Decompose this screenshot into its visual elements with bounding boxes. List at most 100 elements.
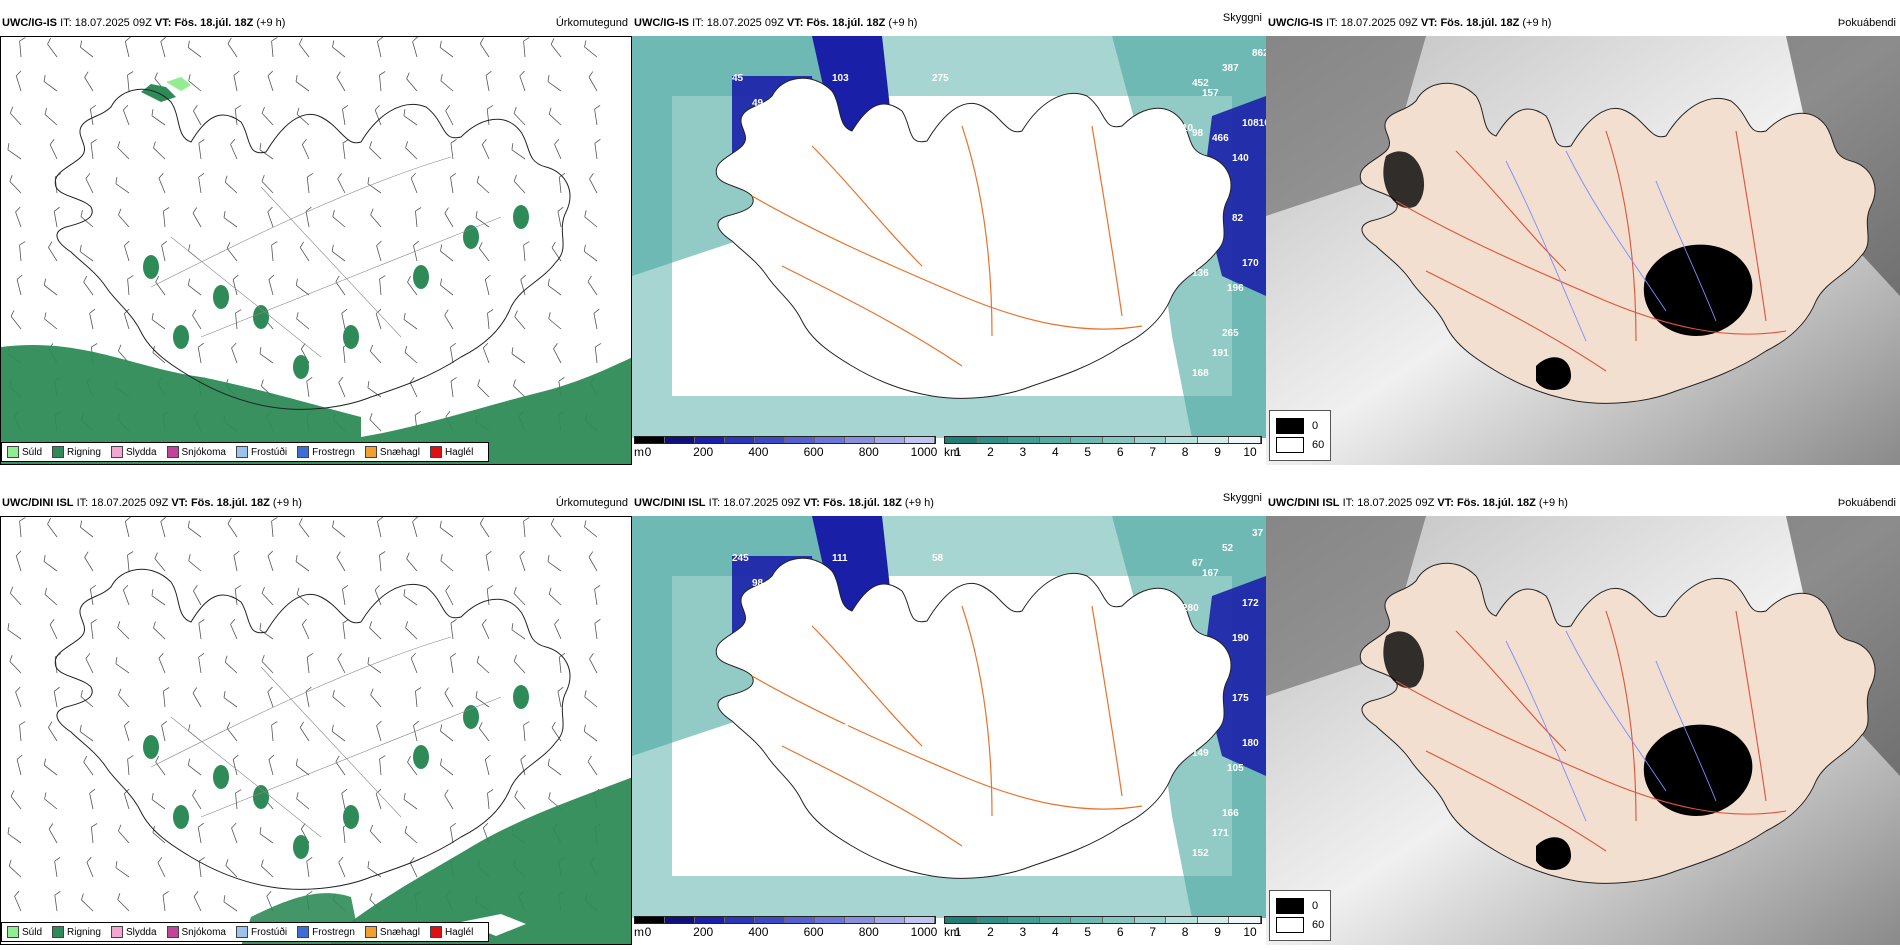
visibility-colorbar: km 1 2 3 4 5 6 7 8 9 10 (944, 436, 1262, 459)
wind-barb-icon (306, 857, 313, 878)
wind-barb-icon (375, 788, 382, 810)
fog-panel-1: UWC/IG-IS IT: 18.07.2025 09Z VT: Fös. 18… (1266, 12, 1900, 465)
wind-barb-icon (115, 177, 130, 194)
wind-barb-icon (79, 520, 94, 538)
wind-barb-icon (54, 856, 61, 878)
wind-barb-icon (48, 241, 58, 262)
wind-barb-icon (379, 275, 386, 296)
wind-barb-icon (259, 347, 274, 364)
legend-swatch (364, 926, 377, 938)
wind-barb-icon (558, 173, 566, 194)
ptype-legend-item: Súld (7, 446, 42, 458)
wind-barb-icon (198, 139, 205, 160)
wind-barb-icon (81, 893, 94, 912)
wind-barb-icon (519, 70, 526, 92)
cloud-base-label: 117 (1022, 368, 1039, 379)
wind-barb-icon (583, 244, 598, 262)
wind-barb-icon (44, 792, 58, 810)
legend-swatch (166, 926, 179, 938)
wind-barb-icon (369, 824, 382, 844)
colorbar-tick: 6 (1116, 445, 1124, 459)
wind-barb-icon (54, 891, 61, 912)
wind-barb-icon (232, 754, 239, 776)
wind-barb-icon (154, 552, 166, 572)
wind-barb-icon (271, 241, 278, 262)
colorbar-tick: 2 (987, 925, 994, 939)
cloud-base-bar (634, 916, 936, 924)
colorbar-tick: 7 (1149, 445, 1156, 459)
wind-barb-icon (118, 824, 130, 844)
wind-barb-icon (80, 209, 94, 228)
wind-barb-icon (192, 789, 202, 810)
wind-barb-icon (588, 71, 598, 92)
cloud-base-label: 49 (752, 98, 764, 109)
cloud-base-label: 452 (1192, 78, 1209, 89)
wind-barb-icon (261, 654, 274, 674)
wind-barb-icon (450, 139, 457, 160)
cloud-base-label: 37 (1252, 528, 1264, 539)
colorbar-tick: 1 (954, 445, 962, 459)
wind-barb-icon (197, 822, 204, 844)
road-line-icon (150, 156, 502, 358)
cloud-base-label: 10 (1182, 123, 1194, 134)
wind-barb-icon (513, 174, 526, 194)
wind-barb-icon (89, 584, 96, 606)
wind-barb-icon (375, 308, 382, 330)
cloud-base-label: 109 (1067, 783, 1084, 794)
wind-barb-icon (306, 653, 314, 674)
cloud-base-label: 180 (1242, 738, 1259, 749)
wind-barb-icon (439, 40, 454, 58)
cloud-base-label: 61 (832, 243, 844, 254)
wind-barb-icon (594, 343, 602, 364)
legend-swatch (52, 446, 65, 458)
wind-barb-icon (370, 208, 382, 228)
cloud-base-label: 77 (1207, 168, 1219, 179)
coastline-icon (54, 88, 571, 410)
wind-barb-icon (332, 690, 346, 708)
wind-barbs (7, 37, 602, 432)
cloud-base-label: 55 (807, 193, 819, 204)
wind-barb-icon (224, 175, 238, 194)
cloud-base-label: 245 (732, 553, 749, 564)
wind-barb-icon (523, 241, 530, 262)
wind-barb-icon (187, 520, 202, 538)
colorbar-tick: 8 (1181, 925, 1189, 939)
wind-barb-icon (511, 623, 526, 640)
wind-barb-icon (374, 104, 382, 126)
wind-barb-icon (439, 278, 454, 296)
wind-barb-icon (404, 825, 418, 844)
wind-barb-icon (198, 652, 205, 674)
cloud-base-label: 77 (1047, 768, 1059, 779)
legend-swatch (297, 446, 310, 458)
wind-barb-icon (233, 70, 240, 92)
cloud-base-label: 106 (1062, 838, 1079, 849)
legend-label: 60 (1312, 919, 1325, 931)
legend-swatch (7, 446, 19, 458)
cloud-base-label: 136 (1192, 268, 1209, 279)
wind-barb-icon (367, 381, 382, 398)
legend-swatch (429, 446, 442, 458)
legend-swatch (429, 926, 442, 938)
visibility-bar (944, 916, 1262, 924)
wind-barb-icon (409, 377, 418, 398)
cloud-base-label: 83 (1102, 268, 1114, 279)
wind-barb-icon (406, 72, 418, 92)
wind-barb-icon (267, 550, 274, 572)
wind-barb-icon (235, 309, 242, 330)
cloud-base-label: 170 (1242, 258, 1259, 269)
wind-barb-icon (115, 861, 130, 878)
wind-barb-icon (9, 655, 22, 674)
wind-barb-icon (445, 105, 454, 126)
wind-barb-icon (223, 690, 238, 708)
wind-barb-icon (260, 859, 274, 878)
wind-barb-icon (477, 379, 490, 398)
cloud-base-label: 92 (1062, 358, 1074, 369)
wind-barb-icon (8, 859, 22, 878)
wind-barb-icon (123, 720, 130, 742)
wind-barb-icon (44, 587, 58, 606)
cloud-base-label: 98 (1192, 128, 1204, 139)
cloud-base-label: 75 (1082, 773, 1094, 784)
wind-barb-icon (268, 274, 275, 296)
cloud-base-label: 147 (872, 108, 889, 119)
ptype-legend-item: Rigning (52, 446, 101, 458)
